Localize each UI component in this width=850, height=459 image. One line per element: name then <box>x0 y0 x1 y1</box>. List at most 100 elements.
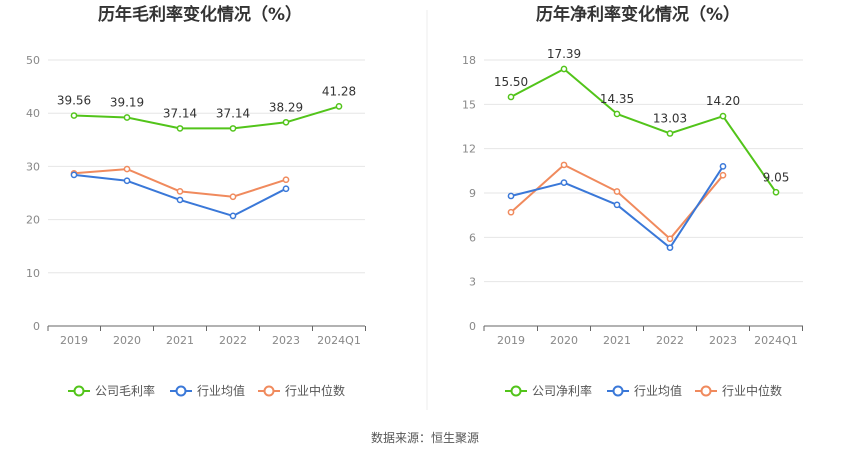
data-label: 14.35 <box>600 92 634 106</box>
data-point <box>229 125 237 132</box>
legend-item: 公司净利率 <box>505 383 592 398</box>
y-tick-label: 12 <box>462 143 476 156</box>
data-label: 9.05 <box>763 170 790 184</box>
y-tick-label: 0 <box>469 320 476 333</box>
data-point <box>282 185 290 193</box>
x-tick-label: 2020 <box>550 334 578 347</box>
data-point <box>335 103 343 110</box>
y-tick-label: 6 <box>469 231 476 244</box>
legend-label: 行业均值 <box>197 383 245 398</box>
legend-marker <box>700 385 712 397</box>
x-tick-label: 2024Q1 <box>754 334 798 347</box>
legend-label: 公司毛利率 <box>95 383 155 398</box>
data-point <box>70 112 78 119</box>
gross-margin-chart: 历年毛利率变化情况（%） 0 10 20 30 40 50 2019 2020 2021 2022 2… <box>26 4 366 398</box>
y-tick-label: 10 <box>26 267 40 280</box>
legend-item: 行业中位数 <box>258 383 345 398</box>
data-point <box>507 192 515 200</box>
series-0: 15.50 17.39 14.35 13.03 14.20 9.05 <box>494 47 790 196</box>
data-point <box>613 110 621 118</box>
legend-item: 行业中位数 <box>695 383 782 398</box>
series-2 <box>507 161 727 243</box>
x-tick-label: 2021 <box>603 334 631 347</box>
data-point <box>507 208 515 216</box>
data-point <box>666 130 674 137</box>
y-tick-label: 20 <box>26 214 40 227</box>
x-tick-label: 2022 <box>219 334 247 347</box>
data-point <box>229 212 237 220</box>
net-margin-chart: 历年净利率变化情况（%） 0 3 6 9 12 15 18 2019 2020 2021 2022 20… <box>462 4 803 398</box>
data-label: 39.19 <box>110 96 144 110</box>
data-point <box>719 171 727 179</box>
data-label: 14.20 <box>706 94 740 108</box>
legend-marker <box>510 385 522 397</box>
data-point <box>613 188 621 195</box>
legend-marker <box>263 385 275 397</box>
legend-label: 行业中位数 <box>285 383 345 398</box>
data-point <box>123 114 131 121</box>
data-label: 15.50 <box>494 75 528 89</box>
data-label: 37.14 <box>216 106 250 120</box>
x-tick-label: 2019 <box>497 334 525 347</box>
legend-label: 行业均值 <box>634 383 682 398</box>
y-tick-label: 40 <box>26 107 40 120</box>
chart-title: 历年净利率变化情况（%） <box>536 4 740 25</box>
data-point <box>719 112 727 120</box>
y-tick-label: 3 <box>469 276 476 289</box>
legend-label: 公司净利率 <box>532 383 592 398</box>
series-line <box>510 68 777 193</box>
data-point <box>560 179 568 187</box>
data-point <box>560 161 568 169</box>
series-line <box>73 173 287 217</box>
data-point <box>613 201 621 209</box>
data-point <box>666 235 674 243</box>
data-point <box>507 93 515 101</box>
x-tick-label: 2021 <box>166 334 194 347</box>
legend-marker <box>73 385 85 397</box>
data-point <box>560 65 568 73</box>
data-point <box>123 177 131 185</box>
legend-item: 行业均值 <box>607 383 682 398</box>
y-tick-label: 18 <box>462 54 476 67</box>
series-1 <box>507 163 727 252</box>
x-tick-label: 2019 <box>60 334 88 347</box>
data-point <box>176 188 184 195</box>
legend-marker <box>612 385 624 397</box>
x-tick-label: 2022 <box>656 334 684 347</box>
data-label: 13.03 <box>653 111 687 125</box>
data-point <box>666 244 674 252</box>
x-tick-label: 2023 <box>709 334 737 347</box>
data-label: 39.56 <box>57 94 91 108</box>
series-line <box>73 105 340 130</box>
series-2 <box>70 165 290 201</box>
data-point <box>123 165 131 173</box>
x-tick-label: 2023 <box>272 334 300 347</box>
data-point <box>772 188 780 196</box>
data-point <box>282 176 290 184</box>
legend-marker <box>175 385 187 397</box>
data-source-note: 数据来源：恒生聚源 <box>371 430 479 445</box>
data-label: 37.14 <box>163 106 197 120</box>
x-tick-label: 2024Q1 <box>317 334 361 347</box>
y-tick-label: 15 <box>462 98 476 111</box>
x-tick-label: 2020 <box>113 334 141 347</box>
data-point <box>282 118 290 126</box>
y-tick-label: 50 <box>26 54 40 67</box>
data-label: 41.28 <box>322 84 356 98</box>
data-label: 17.39 <box>547 47 581 61</box>
y-tick-label: 9 <box>469 187 476 200</box>
data-point <box>719 163 727 170</box>
legend-item: 公司毛利率 <box>68 383 155 398</box>
series-1 <box>70 171 290 220</box>
legend-label: 行业中位数 <box>722 383 782 398</box>
y-tick-label: 0 <box>33 320 40 333</box>
chart-title: 历年毛利率变化情况（%） <box>98 4 302 25</box>
y-tick-label: 30 <box>26 160 40 173</box>
data-point <box>229 193 237 201</box>
legend-item: 行业均值 <box>170 383 245 398</box>
data-label: 38.29 <box>269 100 303 114</box>
data-point <box>70 171 78 179</box>
data-point <box>176 125 184 132</box>
